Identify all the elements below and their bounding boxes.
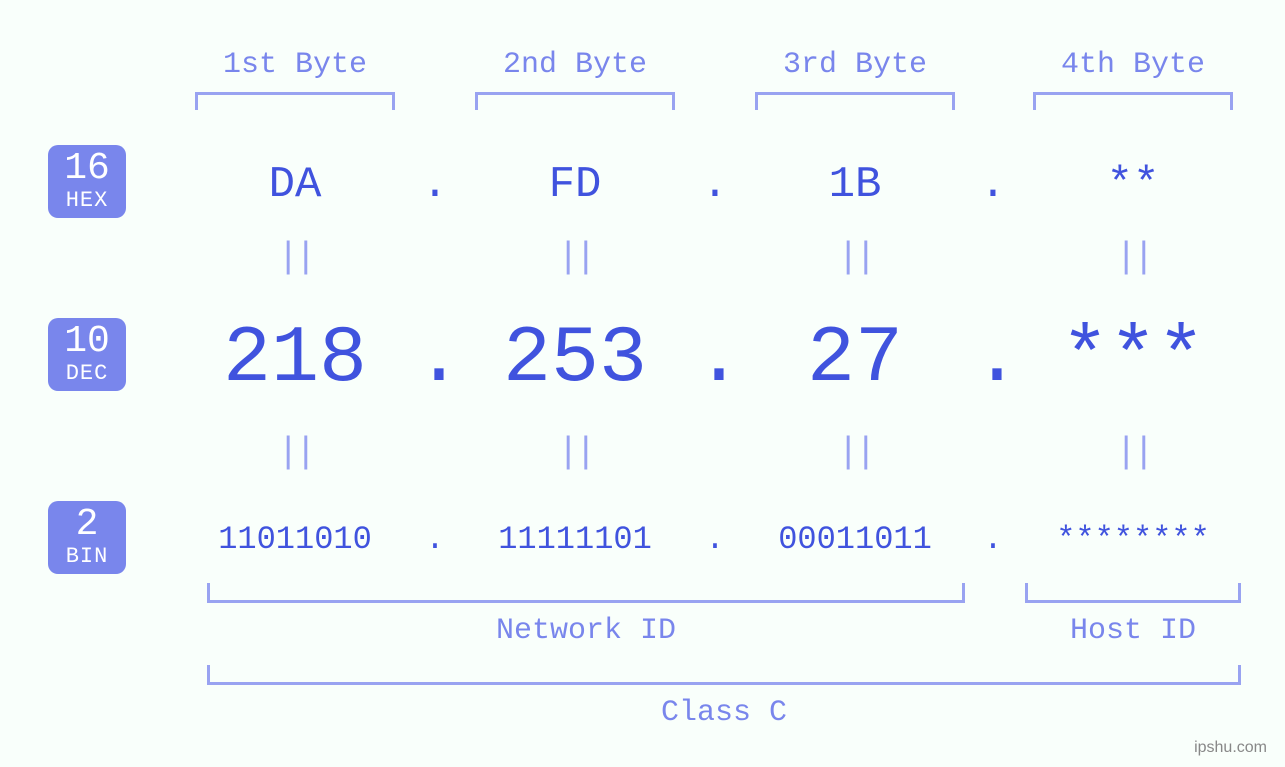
dec-dot-1: . [415,312,455,408]
equals-r2-c3: || [725,432,985,473]
hex-byte-2: FD [445,159,705,212]
hex-byte-3: 1B [725,159,985,212]
dec-dot-3: . [973,312,1013,408]
bin-dot-1: . [415,521,455,559]
badge-txt-bin: BIN [48,545,126,568]
badge-num-bin: 2 [48,505,126,545]
bin-byte-2: 11111101 [445,521,705,559]
badge-num-dec: 10 [48,322,126,362]
byte-header-2: 2nd Byte [445,48,705,82]
badge-txt-dec: DEC [48,362,126,385]
dec-byte-1: 218 [165,312,425,408]
host-id-label: Host ID [1025,614,1241,648]
byte-bracket-1 [195,92,395,110]
badge-dec: 10DEC [48,318,126,391]
dec-dot-2: . [695,312,735,408]
equals-r1-c4: || [1003,237,1263,278]
bin-byte-1: 11011010 [165,521,425,559]
byte-bracket-2 [475,92,675,110]
bin-byte-3: 00011011 [725,521,985,559]
byte-header-3: 3rd Byte [725,48,985,82]
equals-r1-c1: || [165,237,425,278]
host-id-bracket [1025,583,1241,603]
bin-dot-3: . [973,521,1013,559]
badge-num-hex: 16 [48,149,126,189]
network-id-label: Network ID [207,614,965,648]
bin-byte-4: ******** [1003,521,1263,559]
hex-dot-1: . [415,159,455,212]
dec-byte-3: 27 [725,312,985,408]
byte-header-4: 4th Byte [1003,48,1263,82]
equals-r2-c2: || [445,432,705,473]
hex-byte-4: ** [1003,159,1263,212]
watermark: ipshu.com [1194,739,1267,757]
byte-bracket-4 [1033,92,1233,110]
equals-r2-c4: || [1003,432,1263,473]
badge-bin: 2BIN [48,501,126,574]
hex-dot-2: . [695,159,735,212]
equals-r2-c1: || [165,432,425,473]
dec-byte-2: 253 [445,312,705,408]
class-bracket [207,665,1241,685]
class-label: Class C [207,696,1241,730]
equals-r1-c2: || [445,237,705,278]
network-id-bracket [207,583,965,603]
byte-header-1: 1st Byte [165,48,425,82]
badge-txt-hex: HEX [48,189,126,212]
hex-dot-3: . [973,159,1013,212]
dec-byte-4: *** [1003,312,1263,408]
bin-dot-2: . [695,521,735,559]
hex-byte-1: DA [165,159,425,212]
badge-hex: 16HEX [48,145,126,218]
byte-bracket-3 [755,92,955,110]
equals-r1-c3: || [725,237,985,278]
